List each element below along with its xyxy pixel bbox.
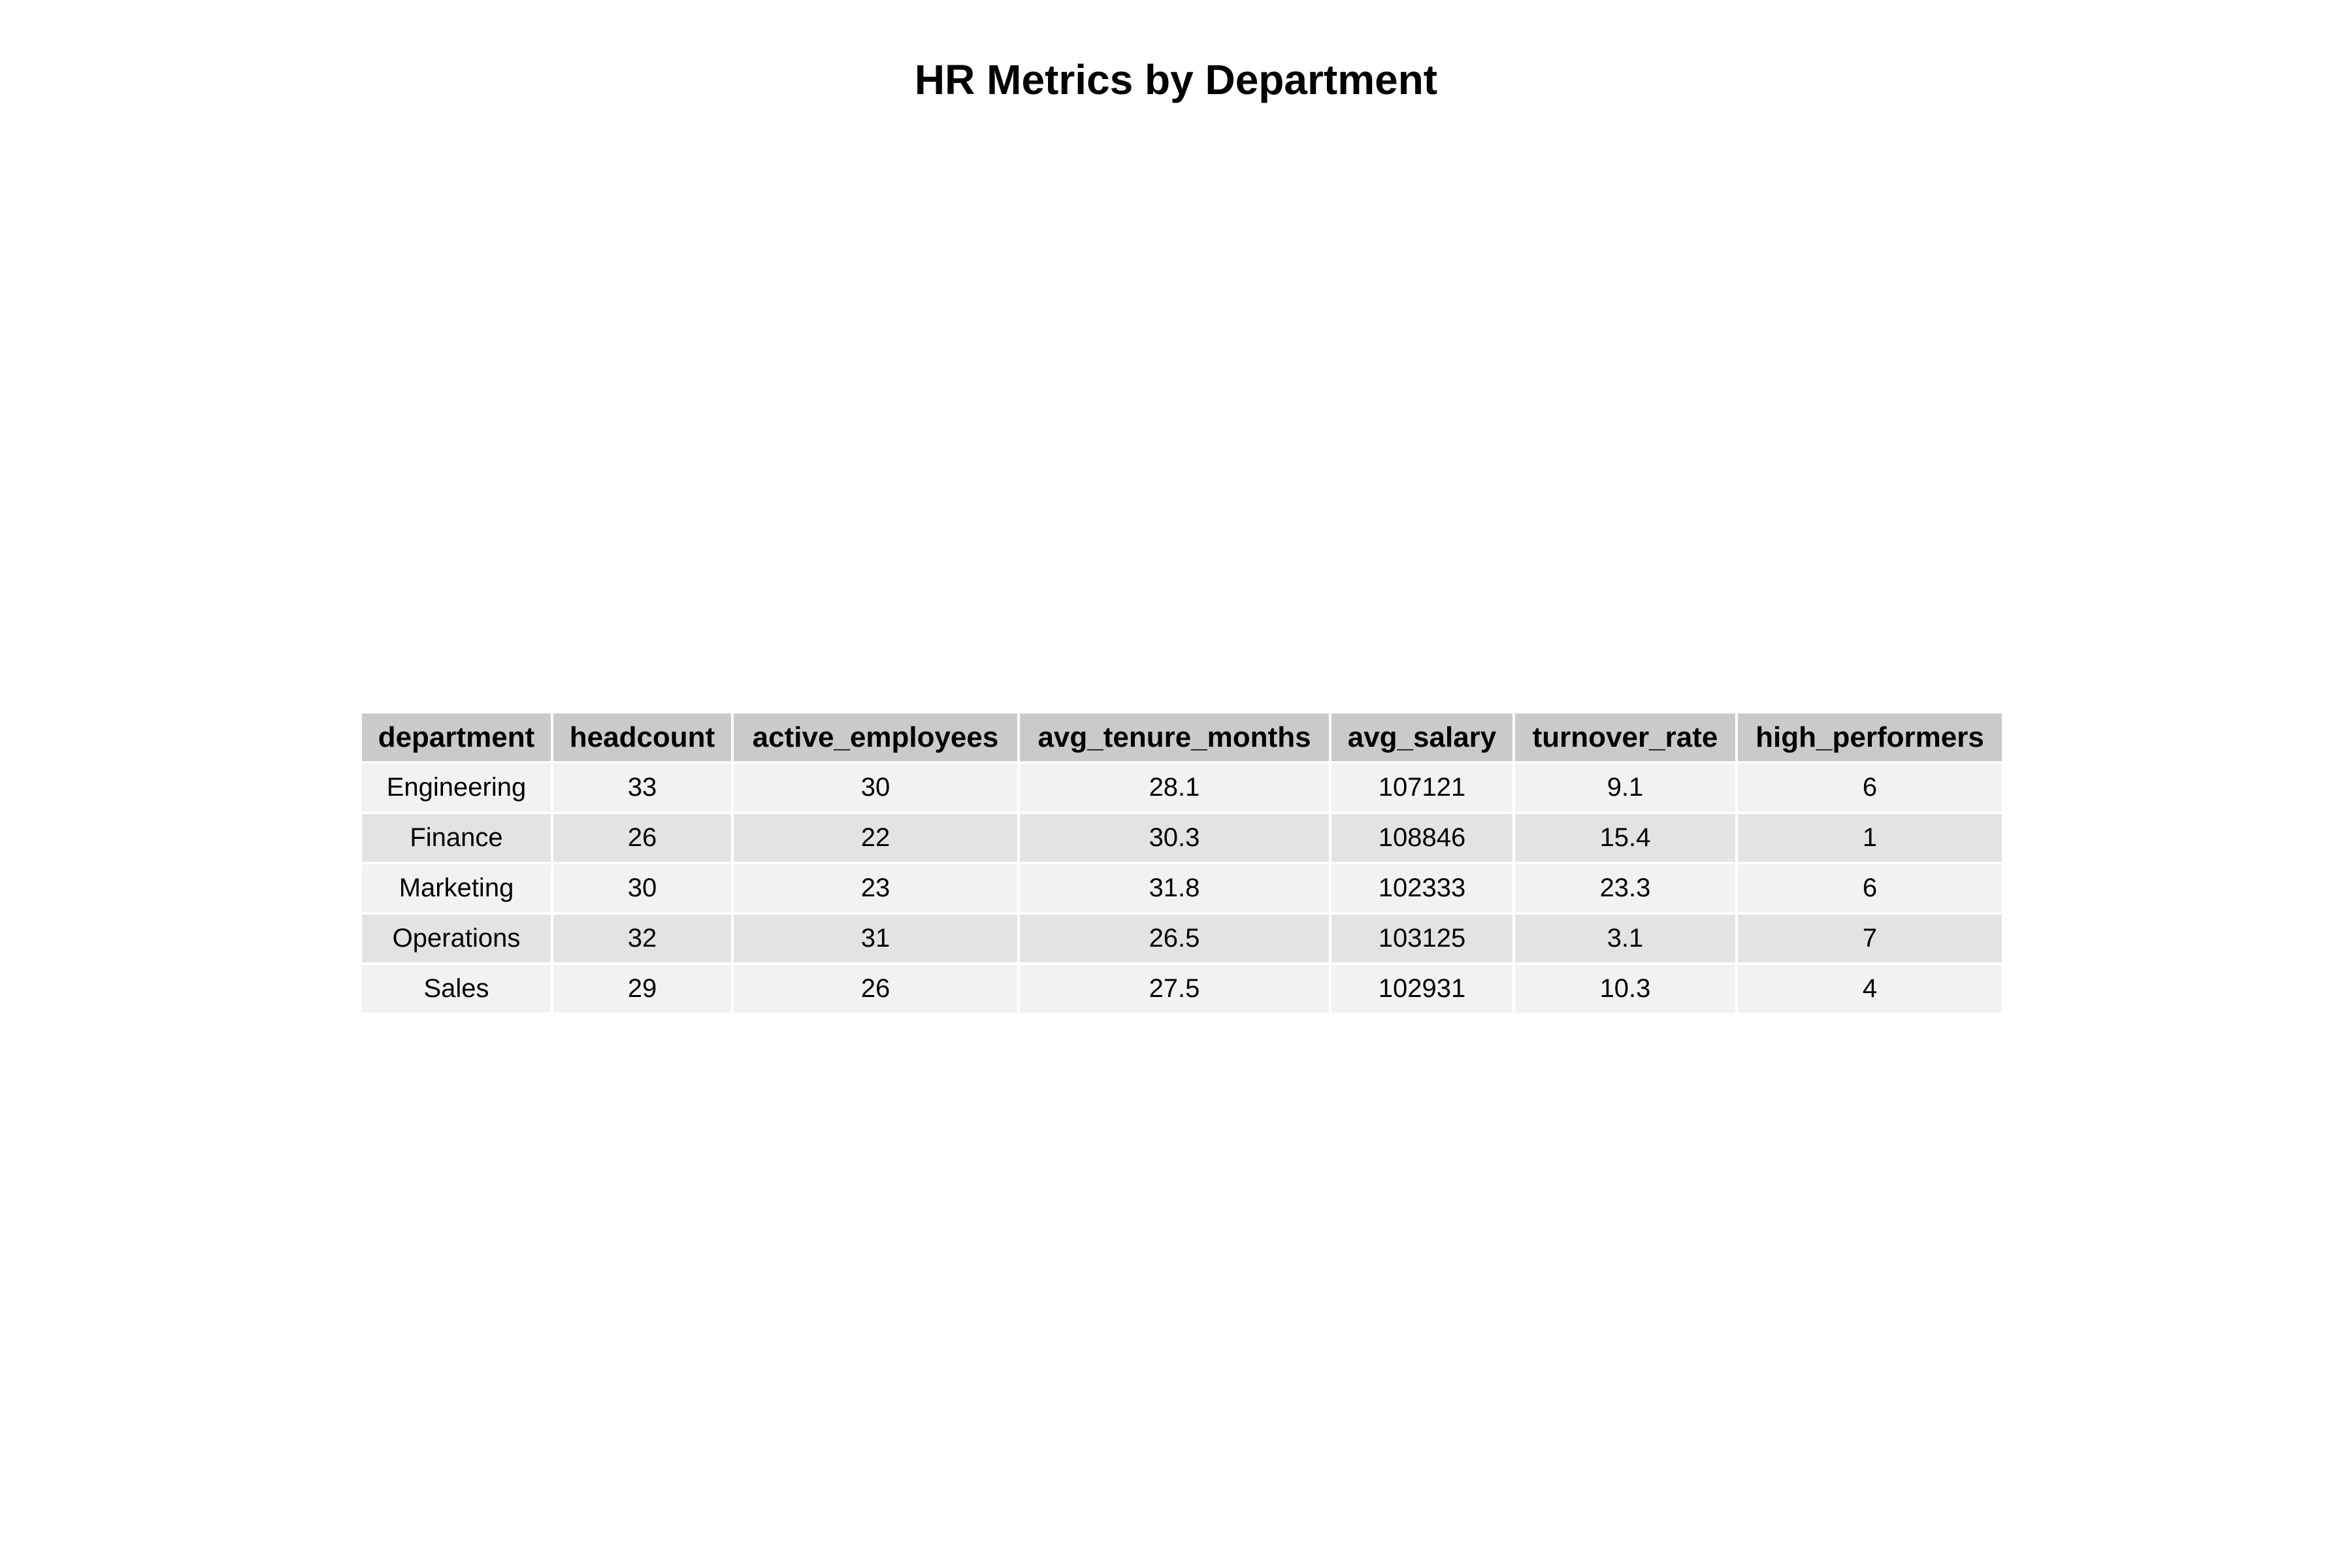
table-cell: 4 (1738, 965, 2002, 1013)
table-cell: 102931 (1331, 965, 1512, 1013)
table-cell: 31.8 (1020, 864, 1329, 912)
table-cell: 103125 (1331, 915, 1512, 962)
column-header: department (362, 713, 551, 761)
table-cell: 26.5 (1020, 915, 1329, 962)
table-cell: 9.1 (1515, 764, 1735, 811)
table-cell: Operations (362, 915, 551, 962)
table-cell: 33 (553, 764, 731, 811)
table-cell: 30 (734, 764, 1017, 811)
table-cell: 1 (1738, 814, 2002, 862)
table-cell: 6 (1738, 864, 2002, 912)
table-cell: 29 (553, 965, 731, 1013)
table-cell: 32 (553, 915, 731, 962)
table-cell: 3.1 (1515, 915, 1735, 962)
table-cell: 108846 (1331, 814, 1512, 862)
column-header: avg_salary (1331, 713, 1512, 761)
table-cell: 102333 (1331, 864, 1512, 912)
table-row: Engineering 33 30 28.1 107121 9.1 6 (362, 764, 2002, 811)
table-cell: 28.1 (1020, 764, 1329, 811)
column-header: high_performers (1738, 713, 2002, 761)
table-cell: 15.4 (1515, 814, 1735, 862)
table-cell: 30 (553, 864, 731, 912)
table-cell: 27.5 (1020, 965, 1329, 1013)
table-cell: 26 (734, 965, 1017, 1013)
table-cell: 23.3 (1515, 864, 1735, 912)
hr-metrics-table: department headcount active_employees av… (362, 713, 2002, 1013)
table-cell: 30.3 (1020, 814, 1329, 862)
table-cell: 10.3 (1515, 965, 1735, 1013)
table-cell: Marketing (362, 864, 551, 912)
table-cell: 107121 (1331, 764, 1512, 811)
table-row: Sales 29 26 27.5 102931 10.3 4 (362, 965, 2002, 1013)
table-cell: Finance (362, 814, 551, 862)
column-header: avg_tenure_months (1020, 713, 1329, 761)
table-cell: 23 (734, 864, 1017, 912)
data-table: department headcount active_employees av… (359, 711, 2004, 1015)
column-header: turnover_rate (1515, 713, 1735, 761)
table-row: Operations 32 31 26.5 103125 3.1 7 (362, 915, 2002, 962)
column-header: active_employees (734, 713, 1017, 761)
chart-title: HR Metrics by Department (914, 56, 1438, 103)
column-header: headcount (553, 713, 731, 761)
table-cell: 26 (553, 814, 731, 862)
table-cell: 7 (1738, 915, 2002, 962)
table-cell: 31 (734, 915, 1017, 962)
table-header-row: department headcount active_employees av… (362, 713, 2002, 761)
table-cell: 22 (734, 814, 1017, 862)
table-cell: 6 (1738, 764, 2002, 811)
table-cell: Sales (362, 965, 551, 1013)
table-row: Finance 26 22 30.3 108846 15.4 1 (362, 814, 2002, 862)
table-cell: Engineering (362, 764, 551, 811)
table-row: Marketing 30 23 31.8 102333 23.3 6 (362, 864, 2002, 912)
